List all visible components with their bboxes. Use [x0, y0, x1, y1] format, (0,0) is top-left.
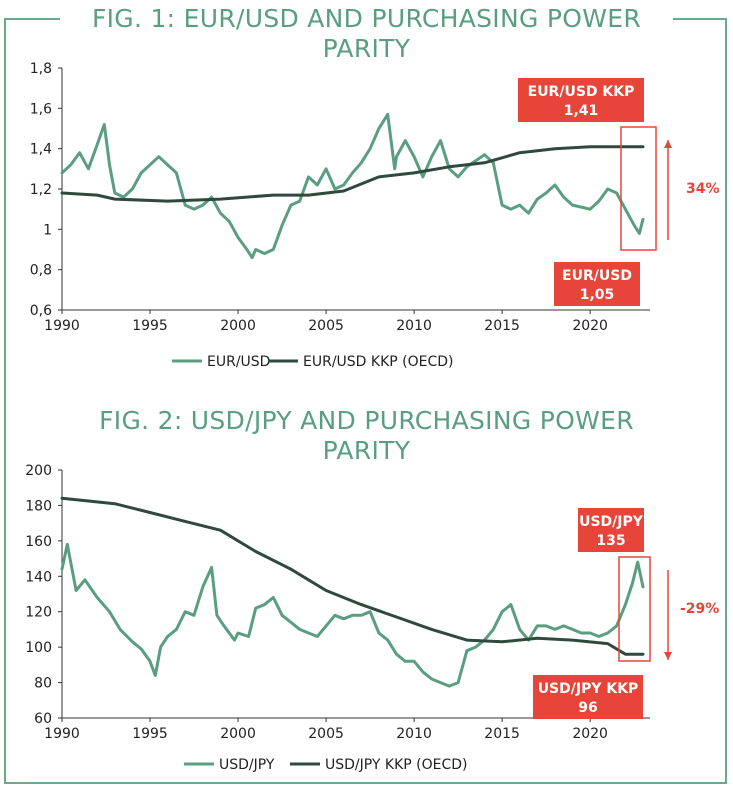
- y-tick-label: 200: [25, 463, 52, 479]
- series-line-spot: [60, 542, 645, 688]
- highlight-box: [620, 126, 657, 251]
- callout-value: 96: [578, 700, 597, 716]
- chart-title-usdjpy: FIG. 2: USD/JPY AND PURCHASING POWER PAR…: [99, 406, 634, 465]
- x-tick-label: 2010: [396, 726, 432, 742]
- y-tick-label: 0,8: [30, 263, 52, 279]
- legend-label-ppp: EUR/USD KKP (OECD): [303, 354, 454, 370]
- x-tick-label: 1990: [44, 318, 80, 334]
- y-tick-label: 1,6: [30, 101, 52, 117]
- y-tick-label: 1,2: [30, 182, 52, 198]
- callout-box: [554, 262, 640, 306]
- x-tick-label: 1995: [132, 318, 168, 334]
- y-tick-label: 1,8: [30, 61, 52, 77]
- y-tick-label: 60: [34, 711, 52, 727]
- x-tick-label: 2010: [396, 318, 432, 334]
- x-tick-label: 2000: [220, 726, 256, 742]
- y-tick-label: 160: [25, 534, 52, 550]
- y-tick-label: 180: [25, 498, 52, 514]
- y-tick-label: 0,6: [30, 303, 52, 319]
- y-tick-label: 140: [25, 569, 52, 585]
- x-tick-label: 2020: [572, 318, 608, 334]
- y-tick-label: 80: [34, 676, 52, 692]
- y-tick-label: 1,4: [30, 142, 52, 158]
- callout-label: EUR/USD KKP: [528, 84, 635, 100]
- callout-box: [533, 675, 643, 719]
- chart-title-eurusd: FIG. 1: EUR/USD AND PURCHASING POWER PAR…: [60, 4, 673, 64]
- y-tick-label: 120: [25, 605, 52, 621]
- difference-percent-label: -29%: [680, 601, 719, 617]
- callout-box: [518, 78, 644, 122]
- highlight-box: [618, 556, 651, 662]
- chart-eurusd: 0,6 0,8 1 1,2 1,4 1,6 1,8 1990 1995 2000 2005 2010 2…: [30, 61, 720, 370]
- x-tick-label: 2015: [484, 318, 520, 334]
- x-tick-label: 2005: [308, 726, 344, 742]
- callout-box: [578, 508, 644, 552]
- series-line-spot: [60, 112, 645, 260]
- legend-label-spot: EUR/USD: [207, 354, 270, 370]
- difference-arrow-head: [664, 652, 672, 660]
- x-tick-label: 1990: [44, 726, 80, 742]
- legend-label-spot: USD/JPY: [219, 757, 275, 773]
- difference-percent-label: 34%: [686, 181, 720, 197]
- callout-value: 135: [596, 533, 625, 549]
- x-tick-label: 2015: [484, 726, 520, 742]
- x-tick-label: 2000: [220, 318, 256, 334]
- y-tick-label: 1: [43, 222, 52, 238]
- x-tick-label: 2005: [308, 318, 344, 334]
- difference-arrow-head: [664, 140, 672, 148]
- callout-value: 1,05: [580, 287, 615, 303]
- callout-label: EUR/USD: [562, 268, 632, 284]
- series-line-ppp: [60, 145, 645, 203]
- callout-label: USD/JPY KKP: [538, 681, 639, 697]
- x-tick-label: 2020: [572, 726, 608, 742]
- y-tick-label: 100: [25, 640, 52, 656]
- x-tick-label: 1995: [132, 726, 168, 742]
- callout-label: USD/JPY: [579, 514, 644, 530]
- callout-value: 1,41: [564, 103, 599, 119]
- series-line-ppp: [60, 496, 645, 656]
- chart-usdjpy: 60 80 100 120 140 160 180 200 1990 1995 2000 2005 20…: [25, 463, 719, 773]
- legend-label-ppp: USD/JPY KKP (OECD): [325, 757, 468, 773]
